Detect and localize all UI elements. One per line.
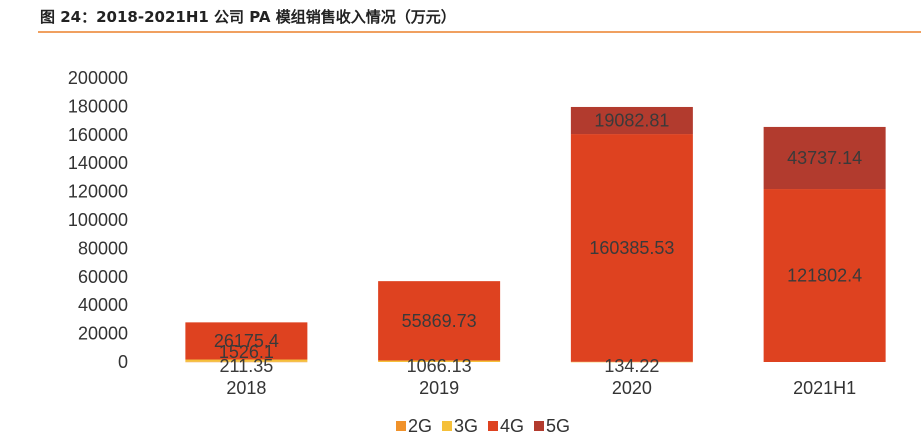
y-tick-label: 80000 — [78, 238, 128, 258]
y-tick-label: 200000 — [68, 68, 128, 88]
legend-swatch-3g — [442, 421, 452, 431]
legend-label-2g: 2G — [408, 416, 432, 436]
title-underline — [38, 31, 921, 33]
y-tick-label: 40000 — [78, 295, 128, 315]
bar-2g-2018 — [185, 361, 308, 363]
legend-label-5g: 5G — [546, 416, 570, 436]
data-label: 160385.53 — [589, 238, 674, 258]
legend-label-3g: 3G — [454, 416, 478, 436]
data-label: 1526.1 — [219, 342, 274, 362]
y-tick-label: 160000 — [68, 125, 128, 145]
legend-swatch-4g — [488, 421, 498, 431]
data-label: 55869.73 — [402, 311, 477, 331]
bar-4g-2021h1 — [763, 189, 886, 362]
x-tick-label: 2021H1 — [793, 378, 856, 398]
legend: 2G 3G 4G 5G — [396, 416, 570, 436]
legend-swatch-5g — [534, 421, 544, 431]
y-tick-label: 100000 — [68, 210, 128, 230]
data-label: 134.22 — [604, 356, 659, 376]
data-label: 211.35 — [220, 356, 274, 376]
x-tick-label: 2018 — [226, 378, 266, 398]
bar-4g-2019 — [378, 281, 501, 361]
y-tick-label: 180000 — [68, 96, 128, 116]
bar-3g-2018 — [185, 359, 308, 362]
bar-3g-2019 — [378, 360, 501, 362]
y-axis: 0 20000 40000 60000 80000 100000 120000 140000 1… — [68, 68, 128, 372]
y-tick-label: 140000 — [68, 153, 128, 173]
data-label: 19082.81 — [594, 111, 669, 131]
bar-3g-2020 — [570, 361, 693, 363]
bar-4g-2020 — [570, 134, 693, 362]
data-label: 121802.4 — [787, 266, 862, 286]
data-label: 43737.14 — [787, 148, 862, 168]
x-tick-label: 2020 — [612, 378, 652, 398]
legend-swatch-2g — [396, 421, 406, 431]
data-label: 26175.4 — [214, 331, 279, 351]
y-tick-label: 0 — [118, 352, 128, 372]
y-tick-label: 120000 — [68, 182, 128, 202]
legend-label-4g: 4G — [500, 416, 524, 436]
bar-4g-2018 — [185, 322, 308, 360]
bar-5g-2021h1 — [763, 126, 886, 190]
bars — [185, 106, 886, 363]
data-label: 1066.13 — [407, 356, 472, 376]
bar-5g-2020 — [570, 106, 693, 135]
y-tick-label: 60000 — [78, 267, 128, 287]
x-axis: 2018 2019 2020 2021H1 — [226, 378, 856, 398]
figure-title: 图 24：2018-2021H1 公司 PA 模组销售收入情况（万元） — [40, 8, 456, 26]
y-tick-label: 20000 — [78, 324, 128, 344]
x-tick-label: 2019 — [419, 378, 459, 398]
